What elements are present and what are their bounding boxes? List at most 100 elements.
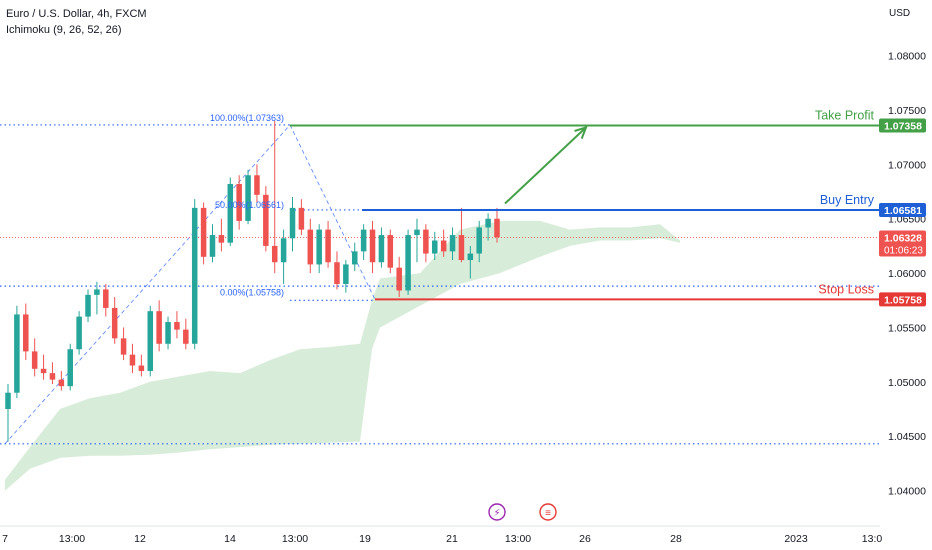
candle bbox=[485, 213, 491, 241]
candle-body bbox=[387, 235, 394, 268]
candles bbox=[5, 120, 500, 442]
candle bbox=[191, 199, 198, 350]
candle bbox=[378, 227, 385, 268]
candle bbox=[174, 311, 180, 339]
time-tick: 13:00 bbox=[505, 533, 531, 545]
currency-label: USD bbox=[889, 8, 910, 19]
price-tick: 1.04500 bbox=[888, 431, 926, 443]
candle bbox=[5, 384, 11, 442]
price-tick: 1.04000 bbox=[888, 486, 926, 498]
fib-diagonal-1 bbox=[289, 124, 376, 300]
candle bbox=[405, 229, 411, 295]
buy-entry-label: Buy Entry bbox=[820, 193, 875, 207]
candle-body bbox=[31, 351, 38, 369]
candle-body bbox=[23, 314, 29, 352]
candle-body bbox=[423, 229, 429, 254]
candle bbox=[147, 305, 154, 377]
candle-body bbox=[289, 207, 296, 239]
event-ring bbox=[488, 503, 506, 521]
candle bbox=[245, 169, 251, 225]
candle bbox=[334, 251, 340, 290]
time-tick: 2023 bbox=[784, 533, 808, 545]
fib-diagonal-0 bbox=[4, 124, 291, 445]
candle bbox=[120, 327, 127, 361]
candle-body bbox=[165, 322, 171, 344]
event-glyph: ≡ bbox=[545, 508, 551, 519]
candle-body bbox=[191, 207, 198, 344]
candle bbox=[369, 220, 376, 274]
candle-body bbox=[440, 240, 447, 252]
price-tick: 1.07000 bbox=[888, 159, 926, 171]
candle bbox=[307, 218, 314, 274]
candle-body bbox=[76, 316, 82, 350]
candle bbox=[218, 218, 225, 252]
candle-body bbox=[458, 235, 465, 261]
candle bbox=[432, 231, 438, 261]
candle bbox=[236, 175, 242, 230]
buy-entry-badge bbox=[879, 202, 926, 217]
candle bbox=[467, 245, 474, 279]
stop-loss-label: Stop Loss bbox=[818, 282, 874, 296]
candle-body bbox=[316, 229, 322, 265]
candle bbox=[476, 220, 482, 263]
candle bbox=[165, 316, 171, 350]
candle-body bbox=[325, 229, 331, 263]
candle-body bbox=[369, 229, 376, 263]
candle bbox=[387, 229, 394, 274]
fib-label-2: 0.00%(1.05758) bbox=[220, 287, 284, 297]
price-tick: 1.08000 bbox=[888, 51, 926, 63]
candle-body bbox=[111, 307, 118, 339]
target-arrow bbox=[504, 126, 587, 205]
candle bbox=[85, 289, 91, 323]
ichimoku-cloud bbox=[5, 220, 680, 491]
stop-loss-badge-text: 1.05758 bbox=[884, 294, 922, 306]
candle bbox=[271, 120, 278, 274]
candle bbox=[227, 177, 234, 246]
candle bbox=[76, 311, 82, 355]
candle bbox=[200, 202, 207, 265]
current-price-badge bbox=[879, 230, 926, 257]
indicator-title: Ichimoku (9, 26, 52, 26) bbox=[6, 24, 122, 36]
candle-body bbox=[94, 289, 100, 295]
time-tick: 12 bbox=[134, 533, 146, 545]
candle bbox=[103, 283, 109, 317]
price-tick: 1.06000 bbox=[888, 268, 926, 280]
candle-body bbox=[396, 267, 402, 291]
candle-body bbox=[298, 207, 305, 230]
candle bbox=[263, 186, 269, 252]
time-tick: 13:00 bbox=[282, 533, 308, 545]
candle-body bbox=[183, 329, 189, 344]
candle-body bbox=[263, 194, 269, 246]
take-profit-badge bbox=[879, 118, 926, 133]
candle-body bbox=[449, 235, 456, 252]
candle-body bbox=[334, 262, 340, 284]
candle bbox=[94, 281, 100, 315]
time-tick: 13:0 bbox=[862, 533, 883, 545]
candle-body bbox=[174, 322, 180, 330]
stop-loss-badge bbox=[879, 292, 926, 307]
candle-body bbox=[147, 311, 154, 371]
chart-legend: Euro / U.S. Dollar, 4h, FXCM Ichimoku (9… bbox=[6, 6, 147, 38]
time-tick: 26 bbox=[579, 533, 591, 545]
time-tick: 21 bbox=[446, 533, 458, 545]
time-tick: 14 bbox=[224, 533, 236, 545]
buy-entry-badge-text: 1.06581 bbox=[884, 205, 922, 217]
candle-body bbox=[245, 175, 251, 221]
symbol-title: Euro / U.S. Dollar, 4h, FXCM bbox=[6, 8, 147, 20]
candle bbox=[156, 300, 162, 352]
current-price-countdown: 01:06:23 bbox=[884, 245, 923, 256]
candle bbox=[343, 260, 349, 293]
candle-body bbox=[200, 207, 207, 257]
candle bbox=[58, 370, 65, 391]
candle bbox=[209, 224, 216, 263]
candle-body bbox=[156, 311, 162, 344]
candle-body bbox=[271, 245, 278, 263]
candle bbox=[40, 354, 47, 380]
candle bbox=[138, 354, 145, 377]
candle-body bbox=[5, 392, 11, 410]
candle-body bbox=[58, 379, 65, 387]
candle-body bbox=[485, 218, 491, 228]
candle-body bbox=[67, 349, 73, 387]
candle-body bbox=[40, 368, 47, 374]
